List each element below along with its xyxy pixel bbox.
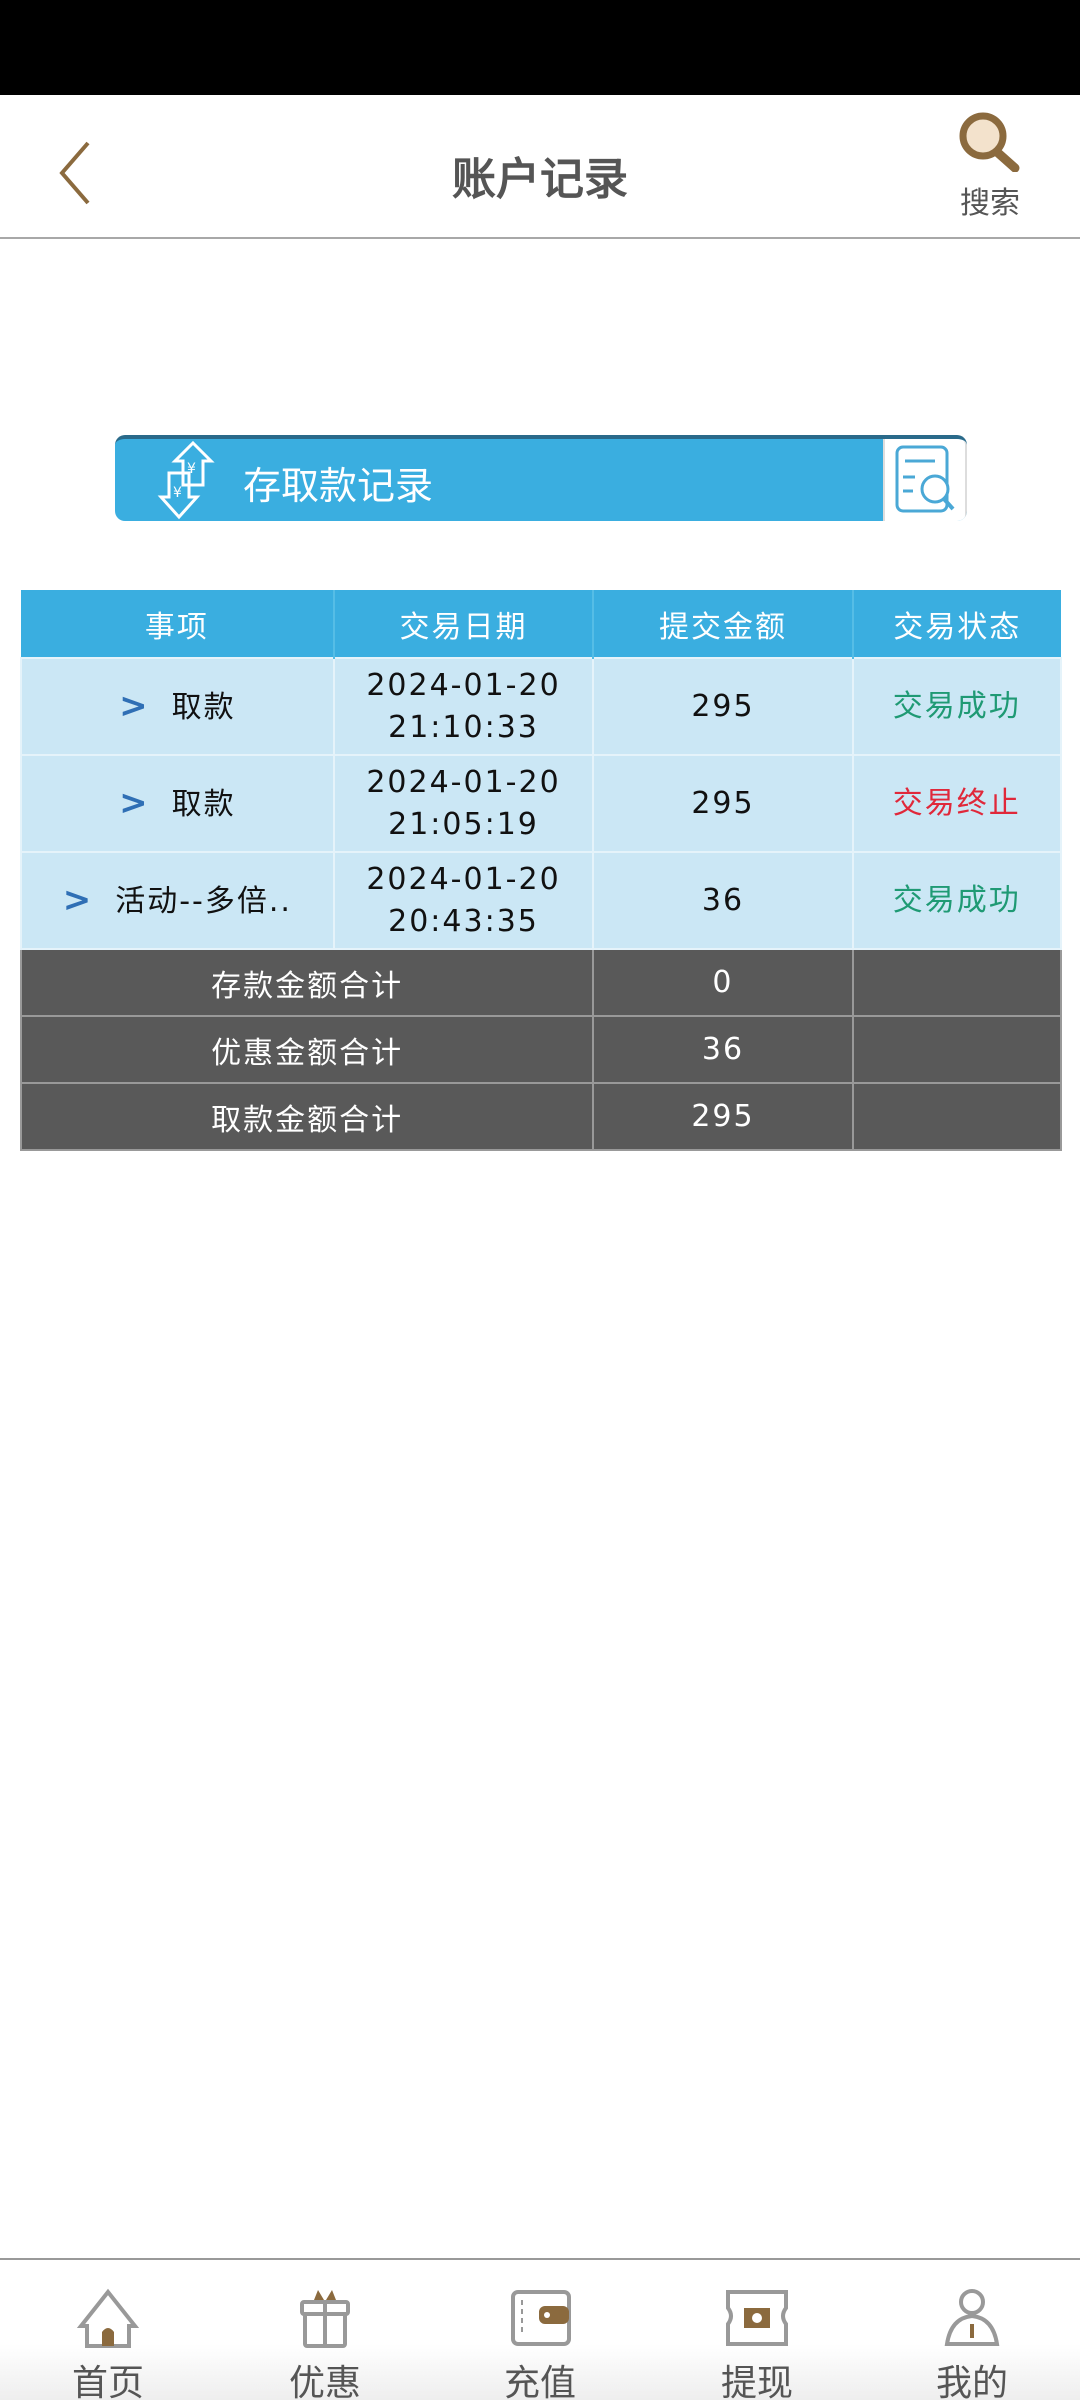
- money-transfer-icon: ¥¥: [157, 440, 215, 520]
- banner-label: 存取款记录: [243, 464, 434, 508]
- status-cell: 交易成功: [851, 657, 1063, 756]
- total-empty: [851, 1082, 1063, 1151]
- header: 账户记录 搜索: [0, 95, 1080, 239]
- user-icon: [944, 2289, 1000, 2346]
- wallet-icon: [511, 2290, 571, 2346]
- total-row: 取款金额合计 295: [19, 1082, 1063, 1151]
- magnifier-icon: [959, 112, 1020, 173]
- date-cell: 2024-01-20 21:05:19: [332, 754, 595, 853]
- search-label: 搜索: [960, 186, 1020, 221]
- amount-cell: 36: [592, 851, 854, 950]
- home-icon: [76, 2288, 140, 2348]
- svg-text:¥: ¥: [187, 461, 196, 477]
- total-empty: [851, 1015, 1063, 1084]
- search-button[interactable]: 搜索: [945, 110, 1035, 221]
- total-row: 存款金额合计 0: [19, 948, 1063, 1017]
- nav-withdraw[interactable]: 提现: [697, 2288, 817, 2406]
- svg-text:¥: ¥: [173, 485, 182, 501]
- table-row[interactable]: > 活动--多倍.. 2024-01-20 20:43:35 36 交易成功: [20, 851, 1063, 950]
- back-button[interactable]: [50, 135, 110, 205]
- bottom-nav: 首页 优惠 充值 提现 我的: [0, 2258, 1080, 2404]
- nav-profile[interactable]: 我的: [912, 2288, 1032, 2406]
- col-header-status: 交易状态: [852, 590, 1061, 658]
- item-cell[interactable]: > 取款: [20, 754, 335, 853]
- chevron-right-icon: >: [119, 782, 150, 823]
- col-header-item: 事项: [21, 590, 335, 658]
- record-search-button[interactable]: [883, 439, 967, 521]
- date-cell: 2024-01-20 20:43:35: [332, 851, 595, 950]
- amount-cell: 295: [592, 754, 854, 853]
- gift-icon: [300, 2290, 350, 2348]
- total-row: 优惠金额合计 36: [19, 1015, 1063, 1084]
- table-row[interactable]: > 取款 2024-01-20 21:05:19 295 交易终止: [20, 754, 1063, 853]
- total-label: 存款金额合计: [19, 948, 595, 1017]
- chevron-left-icon: [59, 141, 90, 205]
- col-header-amount: 提交金额: [593, 590, 854, 658]
- total-value: 295: [592, 1082, 854, 1151]
- total-label: 优惠金额合计: [19, 1015, 595, 1084]
- status-cell: 交易终止: [851, 754, 1063, 853]
- records-table: 事项 交易日期 提交金额 交易状态 > 取款 2024-01-20 21:10:33…: [19, 590, 1063, 1151]
- total-empty: [851, 948, 1063, 1017]
- page-title: 账户记录: [452, 154, 628, 205]
- table-row[interactable]: > 取款 2024-01-20 21:10:33 295 交易成功: [20, 657, 1063, 756]
- status-bar: [0, 0, 1080, 95]
- total-label: 取款金额合计: [19, 1082, 595, 1151]
- col-header-date: 交易日期: [333, 590, 595, 658]
- item-cell[interactable]: > 取款: [20, 657, 335, 756]
- item-cell[interactable]: > 活动--多倍..: [20, 851, 335, 950]
- total-value: 36: [592, 1015, 854, 1084]
- table-header: 事项 交易日期 提交金额 交易状态: [21, 590, 1061, 658]
- chevron-right-icon: >: [119, 685, 150, 726]
- date-cell: 2024-01-20 21:10:33: [332, 657, 595, 756]
- amount-cell: 295: [592, 657, 854, 756]
- status-cell: 交易成功: [851, 851, 1063, 950]
- total-value: 0: [592, 948, 854, 1017]
- deposit-withdraw-banner[interactable]: ¥ ¥ 存取款记录: [115, 435, 967, 521]
- cash-ticket-icon: [726, 2290, 788, 2346]
- document-search-icon: [895, 445, 955, 513]
- nav-home[interactable]: 首页: [48, 2288, 168, 2406]
- nav-promotions[interactable]: 优惠: [265, 2288, 385, 2406]
- nav-deposit[interactable]: 充值: [480, 2288, 600, 2406]
- chevron-right-icon: >: [62, 879, 94, 920]
